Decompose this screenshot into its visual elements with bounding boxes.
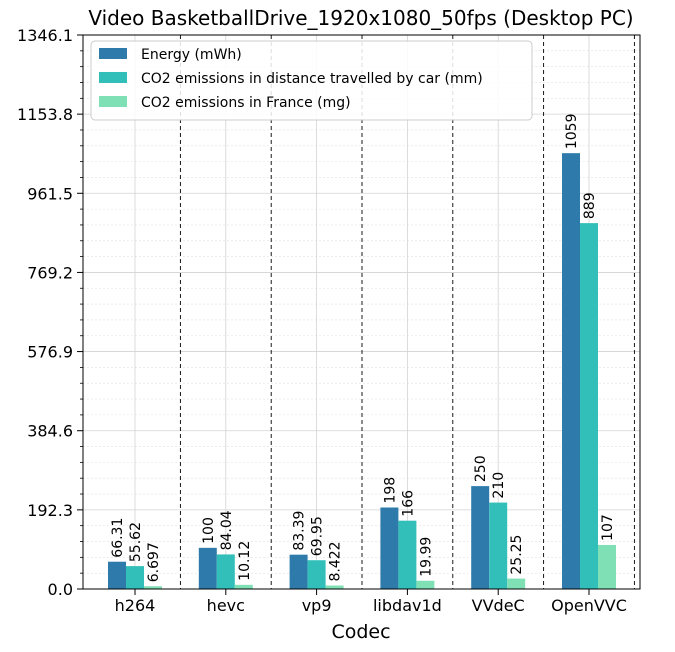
bar xyxy=(325,585,344,589)
bar-value-label: 69.95 xyxy=(310,516,326,556)
bar-value-label: 25.25 xyxy=(509,535,525,575)
bar-value-label: 198 xyxy=(382,477,398,504)
bar-value-label: 107 xyxy=(600,514,616,541)
bar xyxy=(580,223,598,589)
y-tick-label: 0.0 xyxy=(48,580,73,599)
bar-value-label: 166 xyxy=(400,490,416,517)
bar xyxy=(289,554,308,589)
x-tick-label: hevc xyxy=(207,596,245,615)
bar-value-label: 6.697 xyxy=(146,542,162,582)
codec-separators xyxy=(179,35,635,589)
x-axis-ticks: h264 hevc vp9 libdav1d VVdeC OpenVVC xyxy=(115,589,627,615)
y-tick-label: 192.3 xyxy=(27,501,73,520)
legend-entry: Energy (mWh) xyxy=(141,47,242,63)
bar xyxy=(216,554,235,589)
bar xyxy=(307,560,326,589)
y-tick-label: 1346.1 xyxy=(17,26,73,45)
bar xyxy=(507,578,526,589)
x-tick-label: libdav1d xyxy=(373,596,442,615)
legend-swatch xyxy=(99,48,127,59)
bar xyxy=(126,566,144,589)
bar xyxy=(489,502,508,589)
plot-frame xyxy=(82,34,641,590)
bar-value-label: 83.39 xyxy=(292,511,308,551)
bar xyxy=(144,586,162,589)
bar xyxy=(380,507,399,589)
bar xyxy=(598,544,616,589)
bar-value-label: 55.62 xyxy=(128,522,144,562)
bar xyxy=(416,580,435,589)
legend-swatch xyxy=(99,72,127,83)
bar-value-label: 8.422 xyxy=(328,541,344,581)
x-tick-label: h264 xyxy=(115,596,156,615)
legend-box xyxy=(90,40,533,121)
y-tick-label: 576.9 xyxy=(27,343,73,362)
y-tick-label: 384.6 xyxy=(27,422,73,441)
bar-value-labels: 66.31 100 83.39 198 250 1059 55.62 84.04 69.95 16… xyxy=(110,114,616,583)
bar xyxy=(398,520,417,589)
bar-value-label: 66.31 xyxy=(110,518,126,558)
chart-title: Video BasketballDrive_1920x1080_50fps (D… xyxy=(88,6,633,30)
y-axis-ticks: 0.0 192.3 384.6 576.9 769.2 961.5 1153.8 1346.1 xyxy=(17,26,83,599)
bar xyxy=(108,561,126,589)
bar-value-label: 84.04 xyxy=(219,510,235,550)
bar-value-label: 19.99 xyxy=(418,537,434,577)
bar-value-label: 100 xyxy=(201,517,217,544)
bar xyxy=(471,486,490,589)
legend: Energy (mWh) CO2 emissions in distance tr… xyxy=(90,40,533,121)
bar-value-label: 10.12 xyxy=(237,541,253,581)
legend-swatch xyxy=(99,96,127,107)
x-tick-label: VVdeC xyxy=(472,596,525,615)
bar-value-label: 889 xyxy=(582,192,598,219)
bar xyxy=(234,584,253,589)
bars xyxy=(108,153,616,589)
legend-entry: CO2 emissions in France (mg) xyxy=(141,95,351,111)
x-tick-label: vp9 xyxy=(302,596,332,615)
bar-value-label: 210 xyxy=(491,472,507,499)
bar-value-label: 1059 xyxy=(564,114,580,150)
x-tick-label: OpenVVC xyxy=(551,596,627,615)
legend-entry: CO2 emissions in distance travelled by c… xyxy=(141,71,483,87)
bar-value-label: 250 xyxy=(473,455,489,482)
y-tick-label: 961.5 xyxy=(27,184,73,203)
bar xyxy=(198,547,217,589)
bar xyxy=(562,153,580,589)
y-tick-label: 1153.8 xyxy=(17,105,73,124)
x-axis-title: Codec xyxy=(331,621,390,643)
y-tick-label: 769.2 xyxy=(27,263,73,282)
